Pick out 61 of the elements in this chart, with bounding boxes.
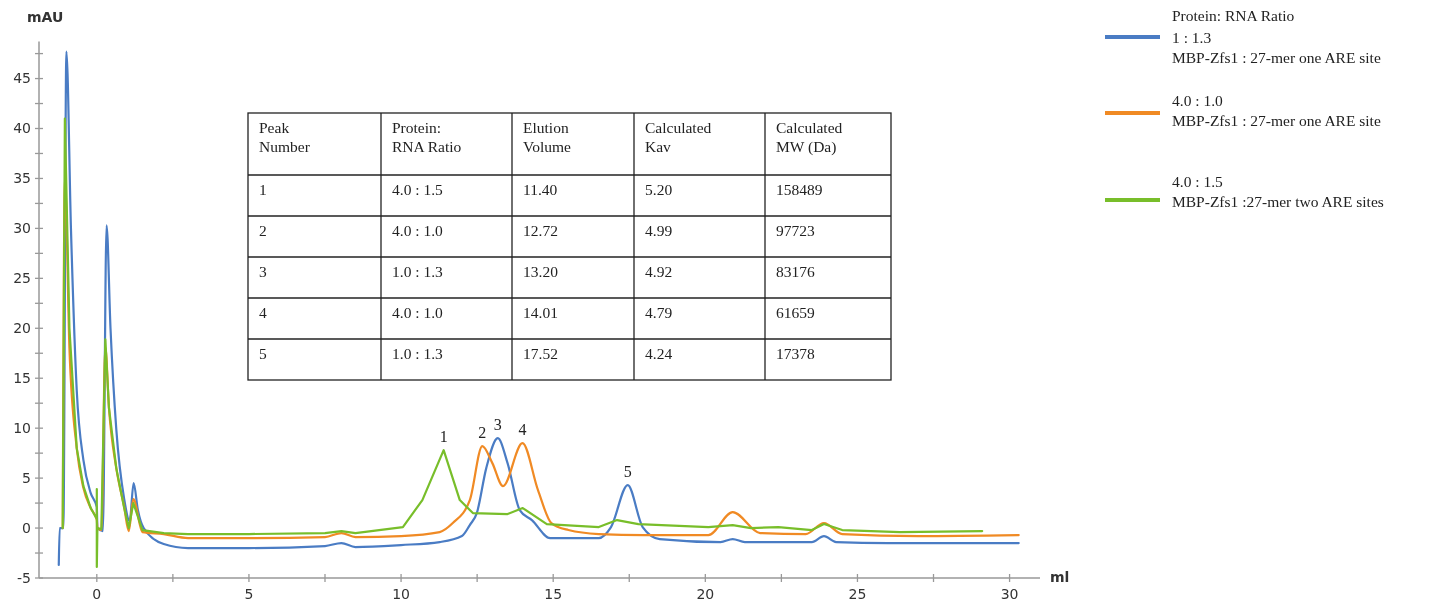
y-tick-label: 5	[22, 470, 31, 487]
x-tick-label: 25	[848, 586, 867, 602]
annotation: 5	[259, 345, 267, 362]
annotation: 11.40	[523, 181, 558, 198]
annotation: 13.20	[523, 263, 559, 280]
y-tick-label: 20	[13, 320, 31, 337]
annotation: 4.24	[645, 345, 673, 362]
y-tick-label: 40	[13, 120, 31, 137]
annotation: 17378	[776, 345, 815, 362]
annotation: 2	[478, 424, 487, 442]
y-tick-label: 30	[13, 220, 31, 237]
legend-label: 4.0 : 1.0 MBP-Zfs1 : 27-mer one ARE site	[1172, 92, 1381, 129]
annotation: 61659	[776, 304, 815, 321]
annotation: 158489	[776, 181, 823, 198]
annotation: Calculated MW (Da)	[776, 119, 843, 156]
legend-title: Protein: RNA Ratio	[1172, 7, 1295, 24]
annotation: 97723	[776, 222, 815, 239]
x-axis-title: ml	[1050, 569, 1070, 585]
y-axis-title: mAU	[27, 9, 64, 25]
y-tick-label: 0	[22, 519, 31, 536]
annotation: 5.20	[645, 181, 673, 198]
x-tick-label: 20	[696, 586, 715, 602]
annotation: 1.0 : 1.3	[392, 263, 444, 280]
x-tick-label: 10	[392, 586, 410, 602]
annotation: 1	[259, 181, 267, 198]
line-series	[61, 117, 984, 569]
annotation: 4.0 : 1.0	[392, 304, 444, 321]
annotation: 5	[623, 463, 632, 481]
annotation: 4.79	[645, 304, 673, 321]
x-tick-label: 15	[544, 586, 563, 602]
annotation: 4.92	[645, 263, 673, 280]
annotation: 1.0 : 1.3	[392, 345, 444, 362]
x-tick-label: 0	[92, 586, 102, 602]
legend-label: 1 : 1.3 MBP-Zfs1 : 27-mer one ARE site	[1172, 29, 1381, 66]
y-tick-label: 45	[13, 70, 31, 87]
legend-label: 4.0 : 1.5 MBP-Zfs1 :27-mer two ARE sites	[1172, 173, 1384, 210]
y-tick-label: 35	[13, 170, 31, 187]
annotation: Peak Number	[259, 119, 311, 155]
y-tick-label: -5	[17, 569, 31, 586]
annotation: 4.0 : 1.0	[392, 222, 444, 239]
annotation: 4	[259, 304, 267, 321]
annotation: 3	[493, 416, 502, 434]
annotation: 14.01	[523, 304, 558, 321]
y-tick-label: 10	[13, 420, 31, 437]
annotation: Calculated Kav	[645, 119, 712, 155]
annotation: 17.52	[523, 345, 558, 362]
x-tick-label: 5	[244, 586, 254, 602]
annotation: 83176	[776, 263, 815, 280]
y-tick-label: 15	[13, 370, 31, 387]
annotation: 1	[439, 428, 448, 446]
annotation: 3	[259, 263, 267, 280]
y-tick-label: 25	[13, 270, 31, 287]
annotation: 12.72	[523, 222, 558, 239]
line-series	[57, 50, 1020, 567]
annotation: Elution Volume	[523, 119, 572, 155]
annotation: Protein: RNA Ratio	[392, 119, 462, 155]
annotation: 2	[259, 222, 267, 239]
annotation: 4.0 : 1.5	[392, 181, 444, 198]
annotation: 4	[518, 421, 527, 439]
x-tick-label: 30	[1000, 586, 1019, 602]
annotation: 4.99	[645, 222, 673, 239]
